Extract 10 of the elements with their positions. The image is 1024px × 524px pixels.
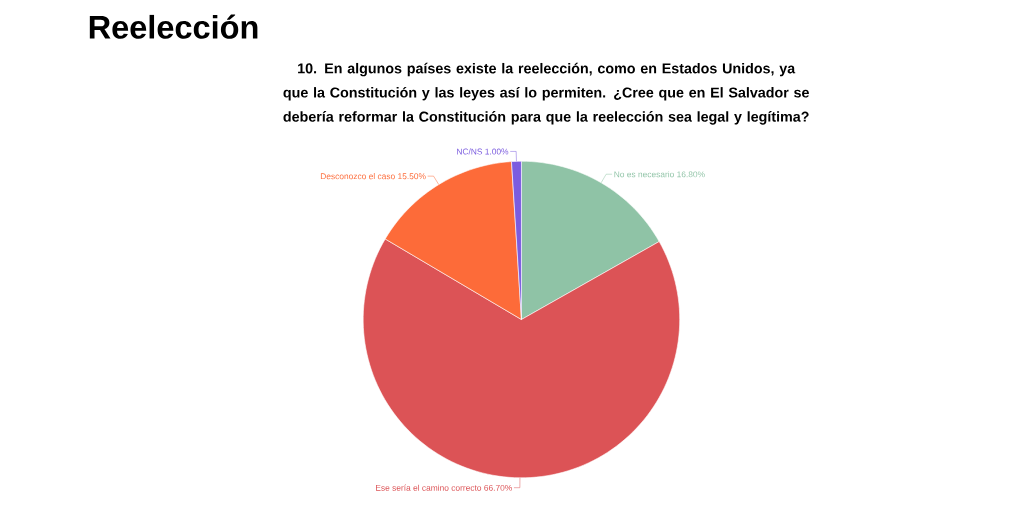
slice-label: Desconozco el caso — [320, 172, 395, 180]
data-label: 16.80% — [677, 171, 705, 178]
chart-subtitle: 10. En algunos países existe la reelección, como en Estados Unidos, ya que la Constitución y las leyes así lo permiten. ¿Cree que en El Salvador se debería reformar la Constitución para que la reelección sea legal y legítima? — [283, 62, 809, 125]
chart-title: Reelección — [89, 14, 258, 39]
data-label: 66.70% — [484, 484, 512, 491]
slice-label: No es necesario — [614, 170, 674, 178]
slice-label: Ese sería el camino correcto — [376, 484, 482, 491]
slice-label: NC/NS — [457, 148, 483, 155]
data-label: 1.00% — [485, 148, 509, 155]
data-label: 15.50% — [398, 173, 426, 180]
